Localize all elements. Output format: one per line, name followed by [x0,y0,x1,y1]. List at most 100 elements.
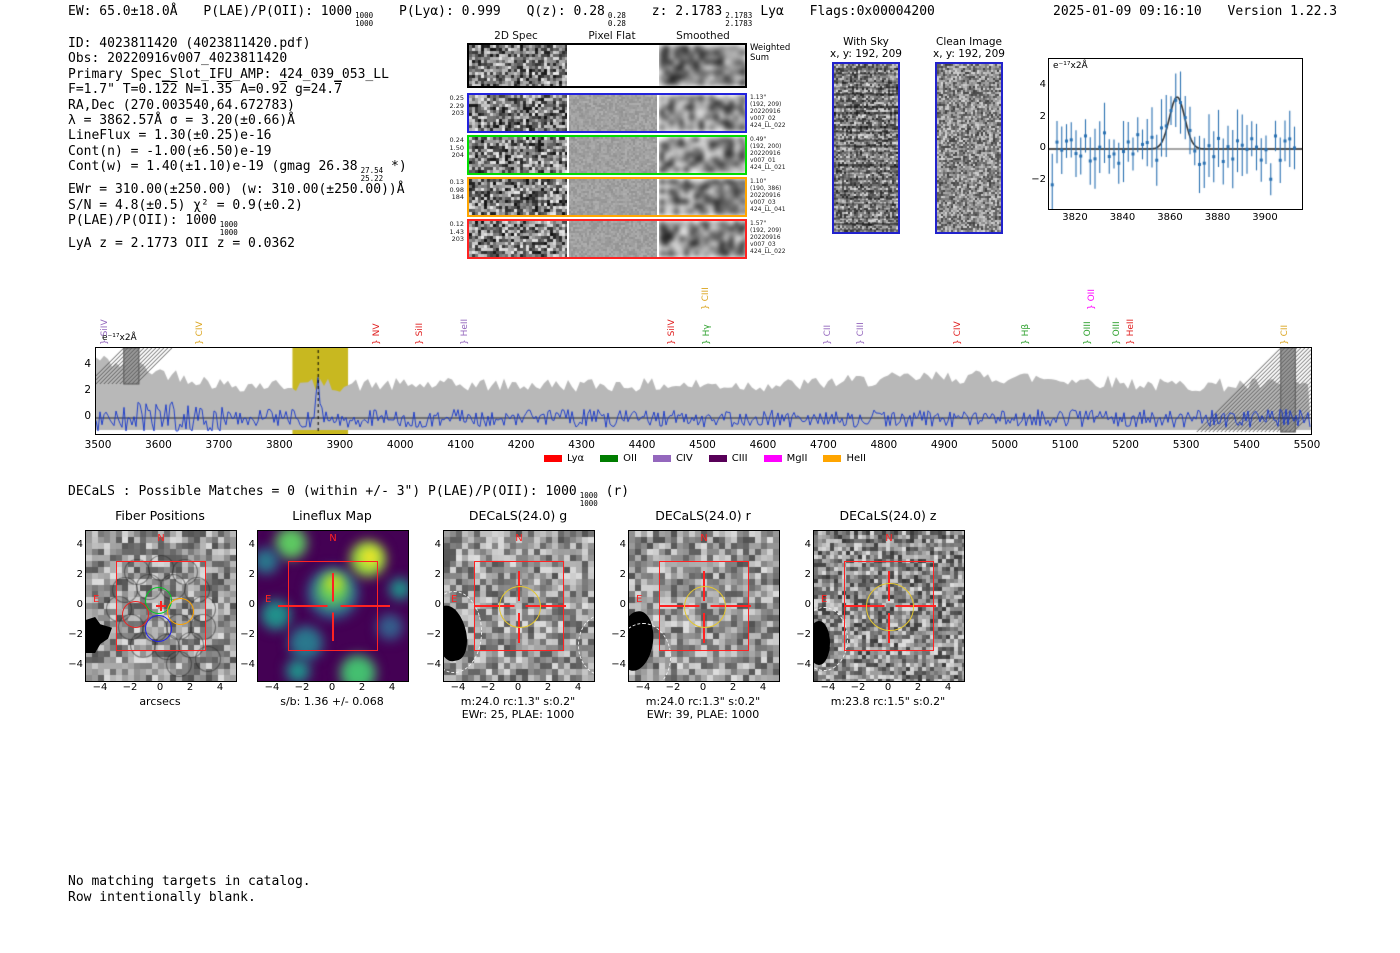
x-tick: 3800 [265,439,293,451]
panel-title: Fiber Positions [115,508,205,523]
spec2d-row-weighted-sum [467,43,747,88]
col-header-2dspec: 2D Spec [494,30,538,42]
smoothed-image [659,45,745,86]
y-tick: −2 [426,629,441,640]
decals-match-line: DECaLS : Possible Matches = 0 (within +/… [68,484,629,507]
x-tick: 4500 [689,439,716,451]
y-tick: 2 [84,384,91,396]
line-label-HeII: } HeII [1126,318,1137,345]
legend-item: CIV [652,453,693,464]
line-label-CIV: } CIV [195,321,206,345]
crosshair-vertical [332,573,334,641]
panel-title: Lineflux Map [292,508,372,523]
x-tick: −2 [850,682,866,693]
x-tick: 5200 [1112,439,1139,451]
line-label-NV: } NV [371,323,382,345]
y-tick: 4 [804,539,811,550]
y-tick: 4 [248,539,255,550]
clean-image-panel: Clean Image x, y: 192, 209 [923,36,1015,234]
x-tick: 0 [514,682,522,693]
aperture-circle [684,586,726,628]
panel-caption: m:24.0 rc:1.3" s:0.2" [460,695,576,708]
legend-item: OII [600,453,637,464]
center-marker [160,601,162,611]
fiber-positions-plot: N E [85,530,237,682]
line-label-OII: } OII [1086,289,1097,310]
x-tick: 4 [388,682,396,693]
smoothed-image [659,221,745,257]
panel-title: DECaLS(24.0) z [839,508,937,523]
decals-filter: (r) [597,484,630,499]
y-tick: −4 [426,659,441,670]
line-label-Hγ: } Hγ [701,324,712,345]
panel-title: DECaLS(24.0) r [655,508,751,523]
fiber4-weights: 0.12 1.43 203 [449,220,464,243]
legend-label: CIV [675,453,693,464]
x-tick: 4000 [386,439,414,451]
legend-swatch [652,455,671,462]
aperture-circle [866,583,914,631]
info-block: ID: 4023811420 (4023811420.pdf) Obs: 2022… [68,36,407,252]
spec2d-section: 2D Spec Pixel Flat Smoothed 0.2 [445,30,825,265]
clean-image-coords: x, y: 192, 209 [933,48,1005,60]
y-tick: 0 [84,410,91,422]
x-tick: 3900 [1252,212,1278,223]
with-sky-title: With Sky [843,36,889,48]
ew-value: EW: 65.0±18.0Å [68,4,178,19]
zoom-ylabel: e⁻¹⁷x2Å [1053,61,1088,71]
y-tick: 2 [248,569,255,580]
spec2d-row-fiber3 [467,177,747,217]
compass-east: E [93,594,100,605]
line-label-CII: } CII [1280,324,1291,345]
x-tick: 4700 [810,439,837,451]
y-tick: 2 [1039,110,1046,122]
x-tick: 3840 [1109,212,1136,223]
line-label-SiIV: } SiIV [666,319,677,345]
fiber3-weights: 0.13 0.98 184 [449,178,464,201]
qz-value: Q(z): 0.28 [526,4,605,19]
y-tick: 2 [804,569,811,580]
footer-notes: No matching targets in catalog. Row inte… [68,874,311,905]
panel-caption2: EWr: 39, PLAE: 1000 [646,708,760,721]
x-tick: 4300 [568,439,595,451]
footer-line2: Row intentionally blank. [68,889,256,905]
smoothed-image [659,137,745,173]
line-label-CIII: } CIII [701,287,712,310]
spec2d-image [469,95,567,131]
x-tick: 4 [574,682,582,693]
line-label-SiIV: } SiIV [100,319,111,345]
main-spectrum-canvas [96,348,1311,434]
x-tick: 0 [884,682,892,693]
compass-north: N [885,533,893,544]
x-tick: 2 [186,682,194,693]
line-label-Hβ: } Hβ [1020,323,1031,345]
y-tick: −2 [796,629,811,640]
fiber2-weights: 0.24 1.50 204 [449,136,464,159]
decals-r-panel: DECaLS(24.0) r N E m:24.0 rc:1.3" s:0.2"… [603,508,803,723]
compass-north: N [329,533,337,544]
timestamp: 2025-01-09 09:16:10 [1053,4,1202,19]
redshift-value: z: 2.1783 [651,4,723,19]
x-tick: 5300 [1172,439,1200,451]
line-label-SiII: } SiII [415,322,426,345]
aperture-circle [499,586,541,628]
panel-title: DECaLS(24.0) g [468,508,568,523]
y-tick: 2 [76,569,83,580]
panel-caption: arcsecs [139,695,181,708]
x-tick: 4 [944,682,952,693]
compass-north: N [515,533,523,544]
x-tick: −2 [294,682,310,693]
y-tick: −4 [611,659,626,670]
version: Version 1.22.3 [1227,4,1338,19]
panel-caption2: EWr: 25, PLAE: 1000 [461,708,575,721]
y-tick: −2 [611,629,626,640]
catalog-ellipse [629,623,671,681]
x-tick: 2 [544,682,552,693]
x-tick: 4 [759,682,767,693]
x-tick: −4 [450,682,466,693]
x-tick: 2 [729,682,737,693]
zoom-plot: e⁻¹⁷x2Å 3820 3840 3860 3880 3900 4 2 0 −2 [1031,52,1360,232]
fiber-positions-panel: Fiber Positions N E arcsecs −4 −4 −2 −2 0 0 2 2… [60,508,260,723]
y-tick: 0 [434,599,441,610]
fiber-circle-blue [145,615,172,642]
